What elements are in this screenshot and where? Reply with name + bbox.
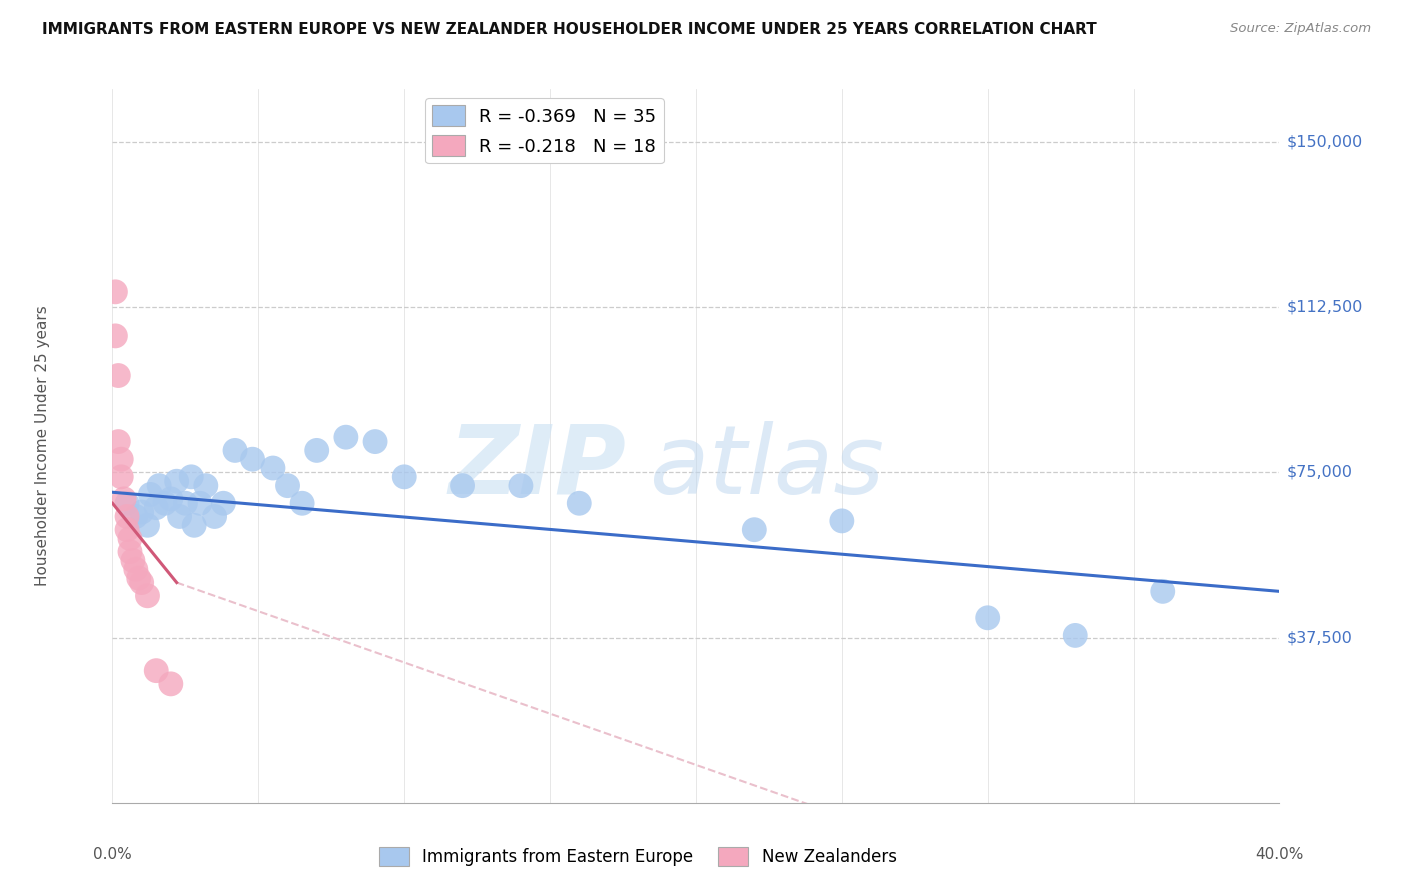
Point bbox=[291, 496, 314, 510]
Point bbox=[104, 329, 127, 343]
Point bbox=[110, 452, 132, 467]
Point bbox=[118, 532, 141, 546]
Point bbox=[110, 470, 132, 484]
Point bbox=[112, 491, 135, 506]
Point bbox=[568, 496, 591, 510]
Text: ZIP: ZIP bbox=[449, 421, 626, 514]
Text: $75,000: $75,000 bbox=[1286, 465, 1353, 480]
Point bbox=[104, 285, 127, 299]
Text: Householder Income Under 25 years: Householder Income Under 25 years bbox=[35, 306, 51, 586]
Point bbox=[115, 509, 138, 524]
Point bbox=[160, 677, 183, 691]
Legend: Immigrants from Eastern Europe, New Zealanders: Immigrants from Eastern Europe, New Zeal… bbox=[373, 840, 903, 873]
Point bbox=[224, 443, 246, 458]
Text: 0.0%: 0.0% bbox=[93, 847, 132, 863]
Point bbox=[122, 553, 145, 567]
Point bbox=[831, 514, 853, 528]
Point bbox=[125, 562, 148, 576]
Point bbox=[451, 478, 474, 492]
Point bbox=[242, 452, 264, 467]
Point bbox=[276, 478, 298, 492]
Point bbox=[174, 496, 197, 510]
Text: Source: ZipAtlas.com: Source: ZipAtlas.com bbox=[1230, 22, 1371, 36]
Point bbox=[169, 509, 191, 524]
Point bbox=[364, 434, 387, 449]
Point bbox=[335, 430, 357, 444]
Point bbox=[183, 518, 205, 533]
Point bbox=[204, 509, 226, 524]
Point bbox=[145, 500, 167, 515]
Point bbox=[262, 461, 284, 475]
Point bbox=[136, 518, 159, 533]
Point bbox=[188, 496, 211, 510]
Point bbox=[148, 478, 170, 492]
Point bbox=[166, 475, 188, 489]
Point bbox=[131, 505, 153, 519]
Point bbox=[742, 523, 765, 537]
Point bbox=[194, 478, 217, 492]
Text: 40.0%: 40.0% bbox=[1256, 847, 1303, 863]
Point bbox=[115, 496, 138, 510]
Point bbox=[305, 443, 328, 458]
Point bbox=[153, 496, 176, 510]
Point bbox=[128, 571, 150, 585]
Point bbox=[392, 470, 416, 484]
Point bbox=[1064, 628, 1087, 642]
Text: IMMIGRANTS FROM EASTERN EUROPE VS NEW ZEALANDER HOUSEHOLDER INCOME UNDER 25 YEAR: IMMIGRANTS FROM EASTERN EUROPE VS NEW ZE… bbox=[42, 22, 1097, 37]
Point bbox=[139, 487, 162, 501]
Point bbox=[160, 491, 183, 506]
Point bbox=[118, 545, 141, 559]
Point bbox=[509, 478, 531, 492]
Point bbox=[125, 509, 148, 524]
Point bbox=[145, 664, 167, 678]
Point bbox=[107, 434, 129, 449]
Point bbox=[115, 523, 138, 537]
Text: $112,500: $112,500 bbox=[1286, 300, 1362, 315]
Text: $37,500: $37,500 bbox=[1286, 630, 1353, 645]
Point bbox=[1152, 584, 1174, 599]
Point bbox=[107, 368, 129, 383]
Point bbox=[212, 496, 235, 510]
Point bbox=[136, 589, 159, 603]
Point bbox=[976, 611, 998, 625]
Point bbox=[131, 575, 153, 590]
Text: $150,000: $150,000 bbox=[1286, 135, 1362, 150]
Point bbox=[180, 470, 202, 484]
Text: atlas: atlas bbox=[650, 421, 884, 514]
